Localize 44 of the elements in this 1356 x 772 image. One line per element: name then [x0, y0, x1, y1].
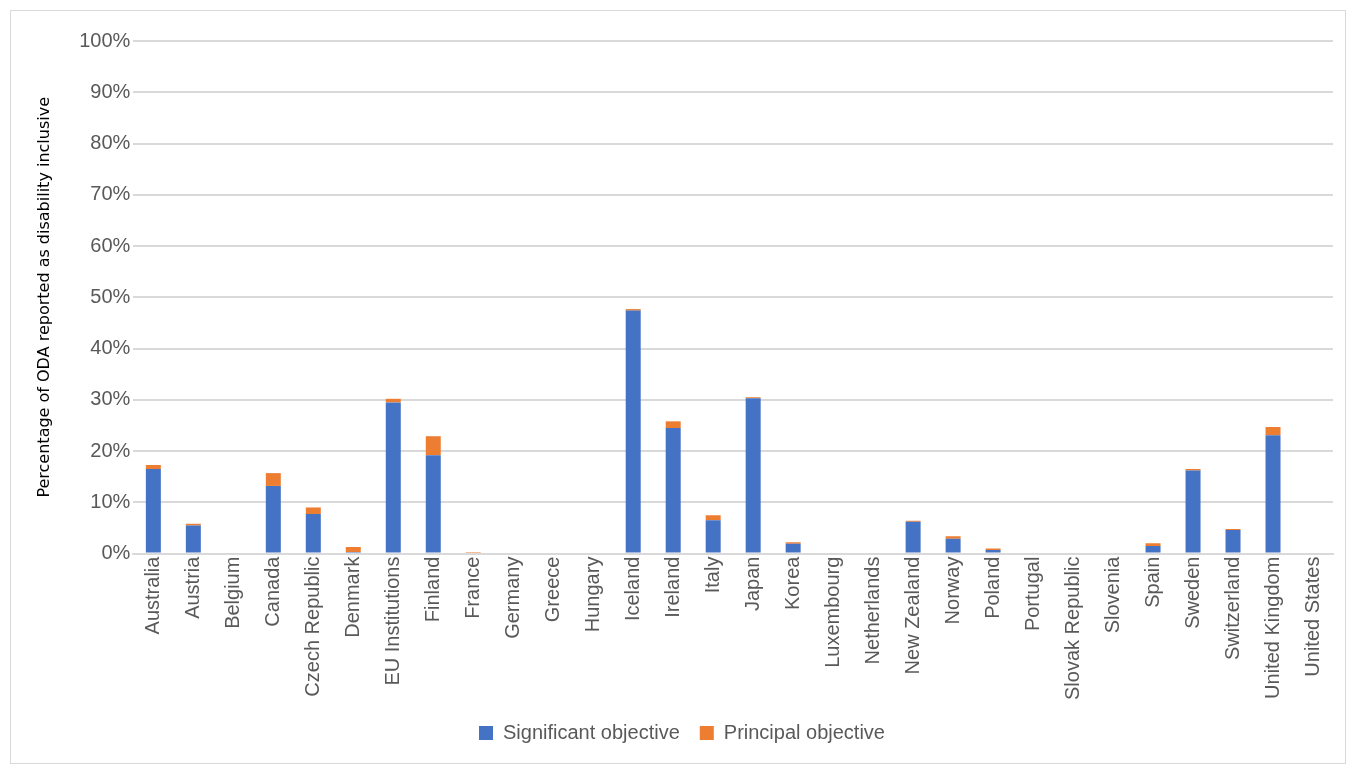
x-tick-label: Sweden	[1180, 556, 1203, 629]
x-tick-label: Japan	[740, 556, 763, 612]
x-tick-label: Switzerland	[1220, 556, 1243, 660]
x-tick-label: Germany	[500, 556, 523, 639]
x-tick-label: Portugal	[1020, 556, 1043, 632]
x-tick-label: Ireland	[660, 556, 683, 618]
x-tick-label: Finland	[420, 556, 443, 623]
x-tick-label: Hungary	[580, 556, 603, 633]
x-tick-label: Luxembourg	[820, 556, 843, 668]
x-tick-label: Iceland	[620, 556, 643, 622]
x-tick-label: United Kingdom	[1260, 556, 1283, 699]
y-tick-label: 70%	[90, 182, 131, 205]
x-tick-label: Czech Republic	[300, 556, 323, 697]
y-tick-label: 90%	[90, 79, 131, 102]
y-tick-label: 80%	[90, 131, 131, 154]
x-tick-label: New Zealand	[900, 556, 923, 675]
x-tick-label: Greece	[540, 556, 563, 623]
x-tick-label: Poland	[980, 556, 1003, 619]
x-tick-label: Slovenia	[1100, 555, 1123, 634]
x-tick-label: Belgium	[220, 556, 243, 629]
y-tick-label: 100%	[79, 28, 131, 51]
x-tick-label: Netherlands	[860, 556, 883, 665]
x-tick-label: France	[460, 556, 483, 619]
x-tick-label: EU Institutions	[380, 556, 403, 686]
x-tick-label: Canada	[260, 555, 283, 627]
x-tick-label: Austria	[180, 555, 203, 619]
x-tick-label: Spain	[1140, 556, 1163, 608]
y-tick-label: 0%	[101, 541, 131, 564]
x-tick-label: Australia	[140, 555, 163, 635]
x-tick-label: Korea	[780, 555, 803, 610]
y-tick-label: 10%	[90, 489, 131, 512]
y-axis-title: Percentage of ODA reported as disability inclusive	[33, 97, 53, 498]
y-tick-label: 20%	[90, 438, 131, 461]
y-tick-label: 50%	[90, 284, 131, 307]
legend-label: Significant objective	[503, 720, 680, 743]
y-tick-label: 60%	[90, 233, 131, 256]
x-tick-label: Slovak Republic	[1060, 556, 1083, 701]
x-tick-label: Italy	[700, 556, 723, 594]
y-tick-label: 40%	[90, 336, 131, 359]
x-tick-label: Norway	[940, 556, 963, 625]
x-tick-label: United States	[1300, 556, 1323, 677]
y-tick-label: 30%	[90, 387, 131, 410]
legend-label: Principal objective	[723, 720, 885, 743]
x-tick-label: Denmark	[340, 555, 363, 638]
